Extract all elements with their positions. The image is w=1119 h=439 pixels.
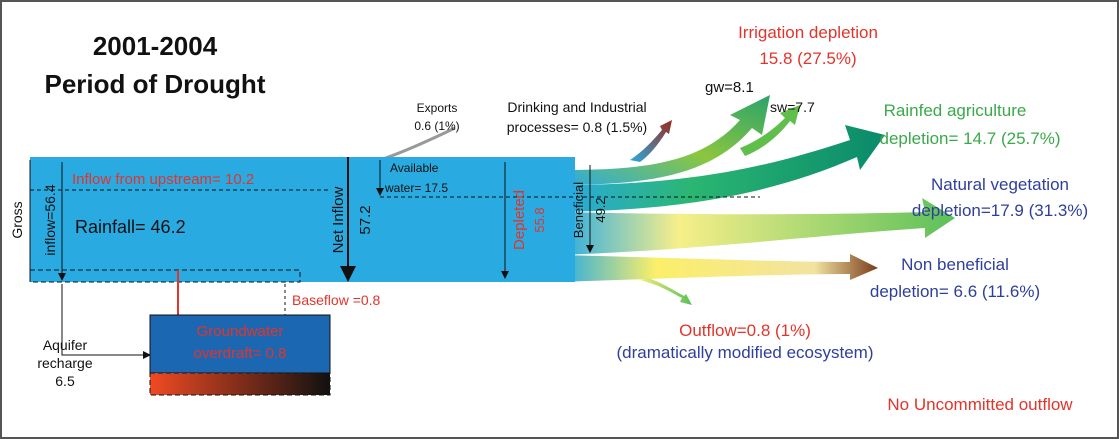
label: depletion= 6.6 (11.6%) (870, 282, 1040, 301)
label: 0.6 (1%) (414, 119, 459, 133)
label: processes= 0.8 (1.5%) (507, 119, 647, 135)
label: inflow=56.4 (42, 184, 58, 255)
label: Aquifer (43, 337, 88, 353)
label: Natural vegetation (931, 175, 1069, 194)
exports-flow (379, 126, 456, 162)
aquifer-box (29, 269, 301, 283)
title: Period of Drought (45, 69, 266, 99)
label: Drinking and Industrial (507, 99, 646, 115)
label: Baseflow =0.8 (292, 292, 381, 308)
label: 6.5 (55, 373, 75, 389)
label: Gross (9, 201, 25, 238)
label: depletion= 14.7 (25.7%) (880, 129, 1061, 148)
label: Beneficial (571, 182, 586, 238)
label: 57.2 (357, 205, 374, 234)
rainfed-flow (560, 125, 885, 212)
label: depletion=17.9 (31.3%) (912, 201, 1088, 220)
label: Groundwater (197, 323, 284, 340)
label: Inflow from upstream= 10.2 (72, 171, 254, 188)
label: recharge (37, 355, 92, 371)
label: Net Inflow (330, 186, 347, 253)
label: gw=8.1 (705, 79, 754, 96)
label: Depleted (511, 190, 528, 250)
label: water= 17.5 (384, 181, 448, 195)
groundwater-box (149, 314, 331, 374)
groundwater-bar (149, 372, 331, 396)
label: Rainfall= 46.2 (75, 217, 186, 237)
label: Rainfed agriculture (884, 101, 1027, 120)
label: (dramatically modified ecosystem) (617, 343, 874, 362)
irrigation-flow (560, 95, 770, 185)
label: Non beneficial (901, 255, 1009, 274)
nonbeneficial-flow (560, 254, 878, 282)
label: Available (390, 161, 439, 175)
natural-flow (560, 198, 955, 255)
drinking-flow (630, 120, 672, 162)
label: sw=7.7 (770, 99, 815, 115)
recharge-arrow (61, 284, 151, 359)
sw-flow (740, 105, 800, 156)
outflow-flow (640, 278, 692, 305)
label: overdraft= 0.8 (194, 345, 287, 362)
main-band (30, 157, 575, 282)
title: 2001-2004 (93, 31, 218, 61)
label: Outflow=0.8 (1%) (679, 321, 811, 340)
label: 55.8 (532, 207, 547, 232)
label: 49.2 (593, 197, 608, 222)
label: No Uncommitted outflow (887, 395, 1073, 414)
label: Irrigation depletion (738, 23, 878, 42)
label: Exports (417, 101, 458, 115)
label: 15.8 (27.5%) (759, 49, 856, 68)
